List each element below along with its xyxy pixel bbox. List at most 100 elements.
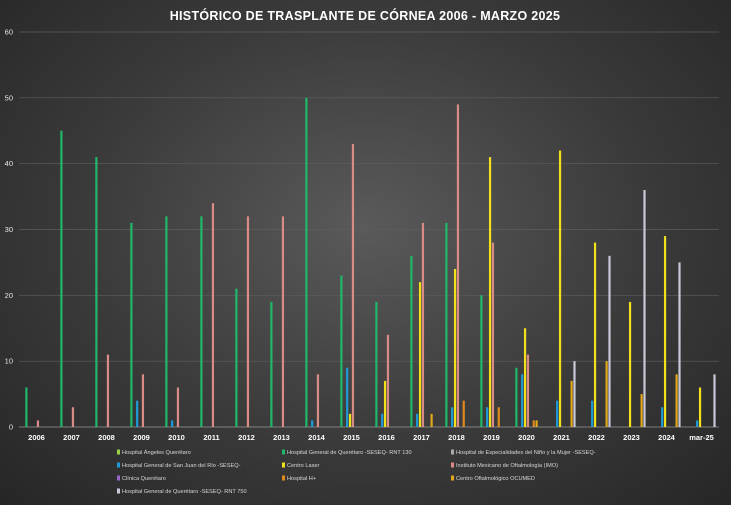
y-axis: 0 10 20 30 40 50 60 (5, 28, 13, 432)
bar (305, 97, 308, 427)
bar (480, 295, 483, 427)
bar (678, 262, 681, 427)
legend-label: Centro Laser (287, 463, 319, 469)
legend: Hospital Ángeles Querétaro Hospital Gener… (117, 449, 596, 495)
bar (453, 269, 457, 427)
bar (535, 420, 538, 427)
bar (523, 328, 527, 427)
bar (141, 374, 145, 427)
bar (136, 400, 139, 427)
x-tick-label: 2018 (448, 433, 465, 442)
bar (176, 387, 180, 427)
x-tick-label: 2017 (413, 433, 430, 442)
bar (605, 361, 608, 427)
bar (375, 301, 378, 427)
legend-swatch (117, 488, 120, 494)
y-tick-label: 10 (5, 357, 13, 366)
bar (165, 216, 168, 427)
bar (25, 387, 28, 427)
x-tick-label: mar-25 (689, 433, 714, 442)
x-tick-label: 2016 (378, 433, 395, 442)
y-tick-label: 50 (5, 93, 13, 102)
bar (491, 242, 495, 427)
bar (200, 216, 203, 427)
bar (351, 143, 355, 427)
bar (713, 374, 716, 427)
bar (661, 407, 664, 427)
bar (60, 130, 63, 427)
bar (696, 420, 699, 427)
bar (106, 354, 110, 427)
bar (488, 157, 492, 428)
bar (340, 275, 343, 427)
legend-label: Hospital General de San Juan del Río -SE… (122, 463, 241, 469)
x-tick-label: 2007 (63, 433, 80, 442)
bar (663, 236, 667, 427)
x-tick-label: 2012 (238, 433, 255, 442)
legend-swatch (282, 462, 285, 468)
bar (316, 374, 320, 427)
legend-label: Hospital de Especialidades del Niño y la… (456, 450, 596, 456)
bar (410, 255, 413, 427)
bar (497, 407, 500, 427)
bar (573, 361, 576, 427)
x-tick-label: 2015 (343, 433, 360, 442)
legend-swatch (451, 475, 454, 481)
x-tick-label: 2009 (133, 433, 150, 442)
bar (445, 222, 448, 427)
x-axis: 2006 2007 2008 2009 2010 2011 2012 2013 2014 2015… (28, 433, 714, 442)
legend-swatch (117, 475, 120, 481)
bar (416, 413, 419, 427)
x-tick-label: 2023 (623, 433, 640, 442)
bar (451, 407, 454, 427)
bar (640, 394, 643, 427)
bar (486, 407, 489, 427)
legend-label: Centro Oftalmológico OCUMED (456, 476, 535, 482)
bar (386, 334, 390, 427)
bar (608, 255, 611, 427)
x-tick-label: 2011 (203, 433, 219, 442)
x-tick-label: 2019 (483, 433, 500, 442)
bar (593, 242, 597, 427)
bar (348, 413, 352, 427)
bar (532, 420, 535, 427)
x-tick-label: 2022 (588, 433, 605, 442)
bar (171, 420, 174, 427)
y-tick-label: 30 (5, 225, 13, 234)
bar (418, 282, 422, 427)
y-tick-label: 0 (9, 423, 13, 432)
bar (95, 157, 98, 428)
legend-label: Clínica Querétaro (122, 476, 166, 482)
legend-swatch (117, 462, 120, 468)
x-tick-label: 2024 (658, 433, 676, 442)
x-tick-label: 2020 (518, 433, 535, 442)
bar (675, 374, 678, 427)
bar (570, 380, 573, 427)
x-tick-label: 2021 (553, 433, 570, 442)
bar (270, 301, 273, 427)
x-tick-label: 2014 (308, 433, 326, 442)
bar (383, 380, 387, 427)
bar (421, 222, 425, 427)
bar (346, 367, 349, 427)
bars (25, 97, 716, 428)
y-tick-label: 40 (5, 159, 13, 168)
bar (462, 400, 465, 427)
y-tick-label: 60 (5, 28, 13, 37)
bar (430, 413, 433, 427)
bar (71, 407, 75, 427)
bar (311, 420, 314, 427)
bar (628, 301, 632, 427)
bar (36, 420, 40, 427)
legend-swatch (282, 449, 285, 455)
x-tick-label: 2006 (28, 433, 45, 442)
bar (515, 367, 518, 427)
bar (643, 190, 646, 427)
y-tick-label: 20 (5, 291, 13, 300)
x-tick-label: 2008 (98, 433, 115, 442)
legend-label: Instituto Mexicano de Oftalmología (IMO) (456, 463, 558, 469)
legend-label: Hospital General de Querétaro -SESEQ- RN… (287, 450, 412, 456)
x-tick-label: 2010 (168, 433, 185, 442)
bar (558, 150, 562, 427)
